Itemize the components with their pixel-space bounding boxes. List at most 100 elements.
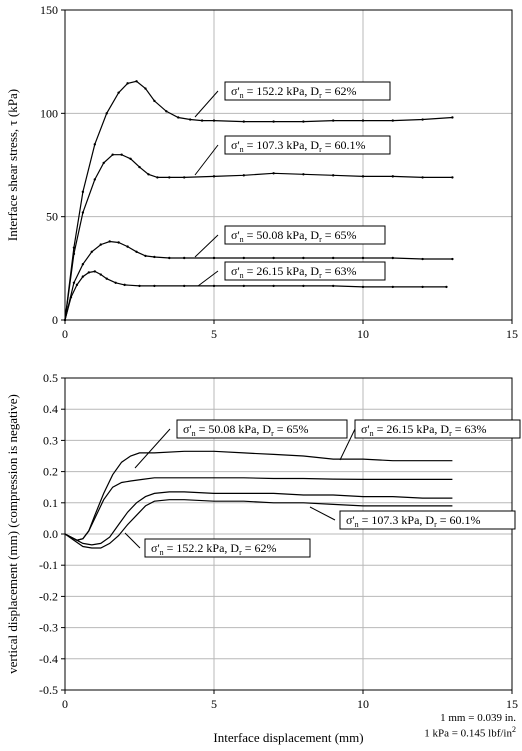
series-point xyxy=(117,91,120,94)
series-point xyxy=(105,112,108,115)
series-point xyxy=(126,245,129,248)
series-point xyxy=(421,176,424,179)
series-label-text: σ'n = 107.3 kPa, Dr = 60.1% xyxy=(346,513,481,529)
series-point xyxy=(81,211,85,214)
series-point xyxy=(302,120,305,123)
y-axis-label: vertical displacement (mm) (compression … xyxy=(5,394,20,674)
series-point xyxy=(188,118,192,121)
series-label-text: σ'n = 26.15 kPa, Dr = 63% xyxy=(231,264,357,280)
y-tick-label: 50 xyxy=(46,210,58,224)
y-tick-label: 0.2 xyxy=(43,465,58,479)
label-box xyxy=(224,135,391,155)
series-point xyxy=(144,87,147,90)
series-label-text: σ'n = 152.2 kPa, Dr = 62% xyxy=(151,541,277,557)
series-point xyxy=(168,176,171,179)
y-tick-label: -0.5 xyxy=(39,683,58,697)
series-point xyxy=(69,296,73,299)
series-point xyxy=(302,256,305,260)
x-tick-label: 0 xyxy=(62,697,68,711)
units-note-line2: 1 kPa = 0.145 lbf/in2 xyxy=(380,724,516,740)
series-point xyxy=(421,257,424,261)
vertical-displacement-chart: 0 5 10 15 -0.5 -0.4 -0.3 -0.2 -0.1 0.0 0.1 0.2 0.3 0.… xyxy=(5,371,521,745)
label-box xyxy=(224,261,386,281)
series-point xyxy=(391,175,394,178)
y-tick-label: -0.2 xyxy=(39,589,58,603)
series-point xyxy=(361,285,365,289)
units-note-line2-main: 1 kPa = 0.145 lbf/in xyxy=(424,727,512,740)
series-point xyxy=(451,176,454,179)
y-tick-label: 150 xyxy=(40,3,58,17)
series-label-text: σ'n = 26.15 kPa, Dr = 63% xyxy=(361,422,487,438)
series-label: σ'n = 26.15 kPa, Dr = 63% xyxy=(339,419,521,461)
x-tick-label: 15 xyxy=(506,697,518,711)
series-point xyxy=(421,285,424,289)
label-box xyxy=(339,510,516,530)
series-point xyxy=(87,271,91,274)
series-point xyxy=(117,241,120,244)
series-point xyxy=(451,116,454,119)
series-point xyxy=(75,283,79,287)
series-point xyxy=(102,161,105,165)
series-point xyxy=(126,82,129,85)
series-line xyxy=(64,154,453,321)
series-point xyxy=(361,256,365,260)
series-point xyxy=(212,256,216,260)
series-label-text: σ'n = 152.2 kPa, Dr = 62% xyxy=(231,84,357,100)
series-point xyxy=(332,256,335,260)
units-note-line2-sup: 2 xyxy=(512,725,516,734)
label-box xyxy=(224,81,391,101)
series-point xyxy=(153,255,156,259)
label-box xyxy=(224,225,386,245)
series-point xyxy=(81,190,85,194)
series-point xyxy=(168,256,171,260)
series-label: σ'n = 50.08 kPa, Dr = 65% xyxy=(194,225,386,258)
series-point xyxy=(99,273,102,276)
series-point xyxy=(212,284,216,288)
series-point xyxy=(105,277,108,280)
x-axis-label: Interface displacement (mm) xyxy=(213,730,363,745)
x-tick-label: 10 xyxy=(357,327,369,341)
series-point xyxy=(63,318,67,322)
series-point xyxy=(183,284,186,288)
y-tick-label: 0.0 xyxy=(43,527,58,541)
series-point xyxy=(81,275,85,278)
series-point xyxy=(212,175,216,178)
leader-line xyxy=(194,90,219,118)
series-line xyxy=(64,477,453,541)
series-point xyxy=(108,240,111,243)
units-note: 1 mm = 0.039 in. 1 kPa = 0.145 lbf/in2 xyxy=(380,712,516,740)
series-label: σ'n = 50.08 kPa, Dr = 65% xyxy=(134,419,348,469)
series-point xyxy=(123,283,126,287)
series-point xyxy=(445,285,448,289)
series-point xyxy=(120,153,123,156)
series-line xyxy=(64,270,447,321)
series-point xyxy=(135,80,138,83)
series-point xyxy=(156,176,159,179)
series-point xyxy=(302,173,305,176)
leader-line xyxy=(339,428,356,461)
series-point xyxy=(153,99,156,103)
series-label: σ'n = 152.2 kPa, Dr = 62% xyxy=(124,532,311,558)
label-box xyxy=(144,538,311,558)
series-point xyxy=(391,256,394,260)
series-point xyxy=(272,120,275,123)
ticks: 0 5 10 15 -0.5 -0.4 -0.3 -0.2 -0.1 0.0 0.1 0.2 0.3 0.… xyxy=(39,371,518,711)
series-point xyxy=(111,153,114,156)
label-box xyxy=(176,419,348,439)
series-group xyxy=(63,80,454,322)
series-point xyxy=(391,285,394,289)
series-point xyxy=(93,143,97,146)
series-point xyxy=(272,172,275,175)
series-point xyxy=(90,250,94,253)
y-axis-label: Interface shear stress, τ (kPa) xyxy=(5,89,20,241)
series-point xyxy=(93,270,97,273)
x-tick-label: 10 xyxy=(357,697,369,711)
label-box xyxy=(354,419,521,439)
x-tick-label: 5 xyxy=(211,327,217,341)
series-point xyxy=(93,178,97,181)
series-group xyxy=(64,450,453,549)
series-point xyxy=(242,120,245,123)
series-point xyxy=(332,119,335,122)
series-line xyxy=(64,240,453,321)
